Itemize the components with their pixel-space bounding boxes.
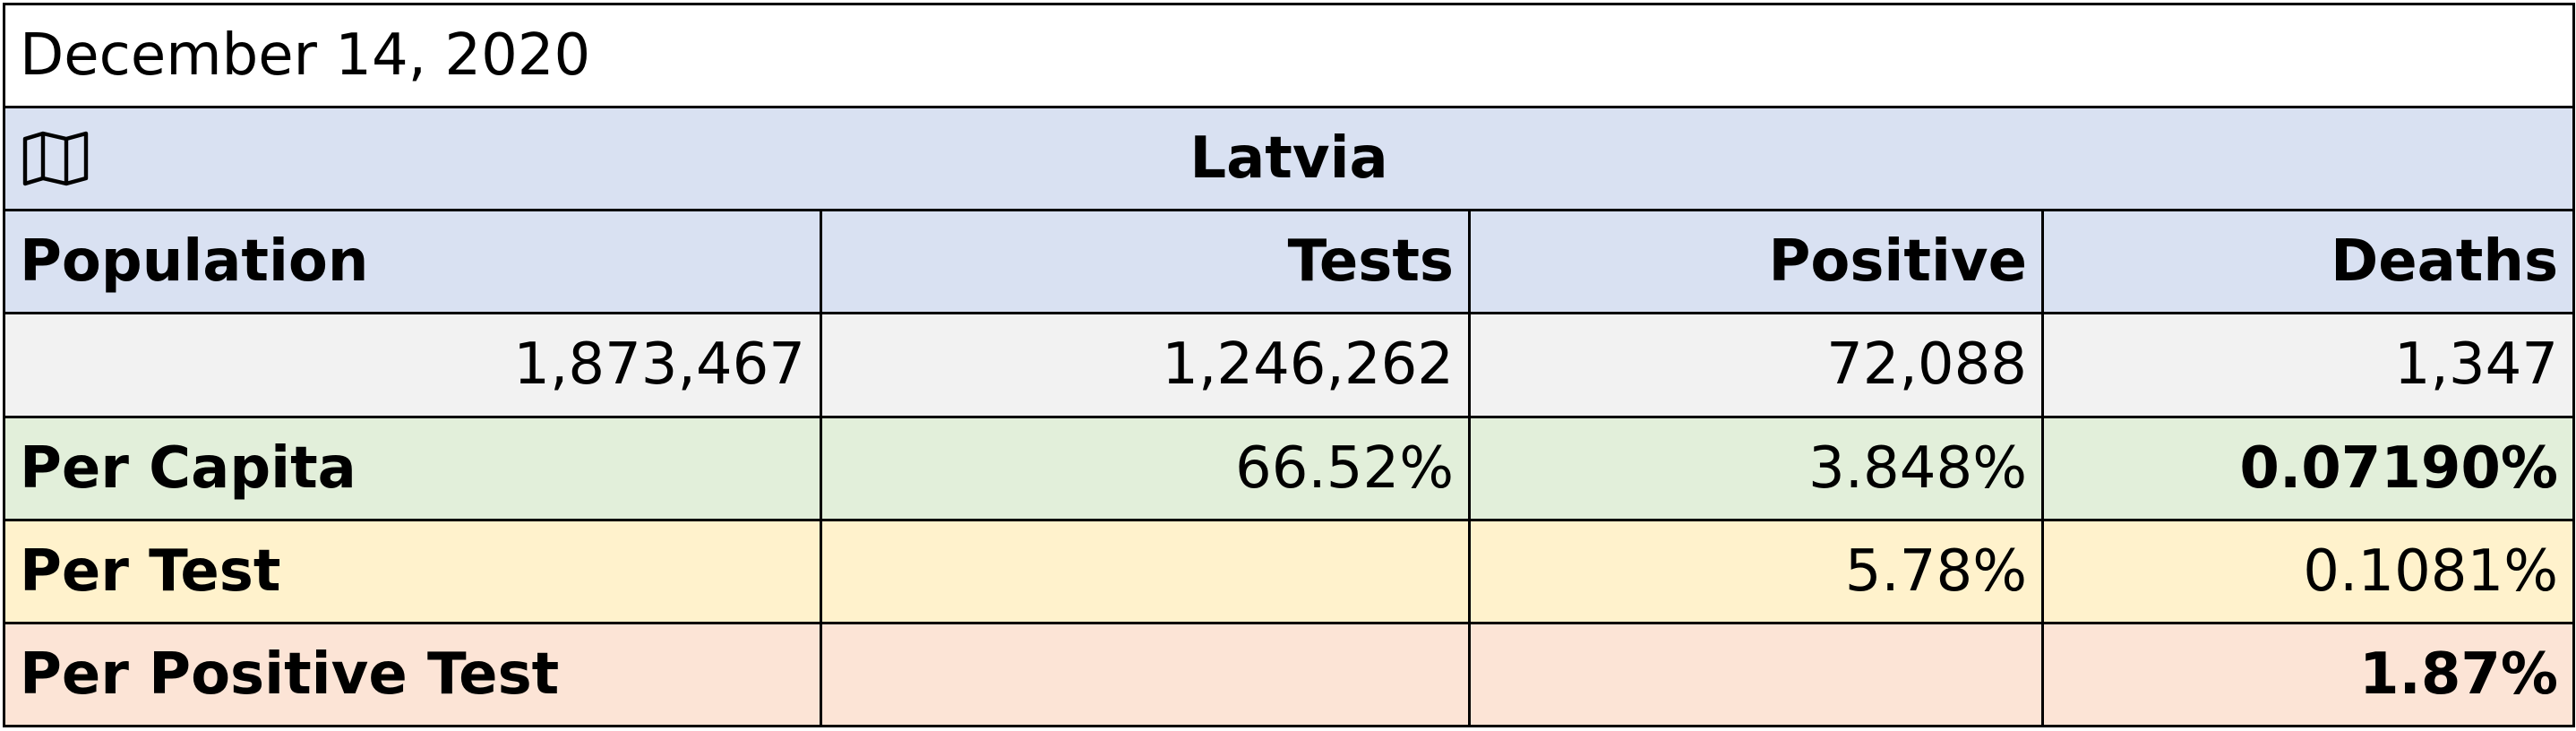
country-title-cell: Latvia	[2, 106, 2576, 212]
per-positive-test-tests-empty	[820, 621, 1471, 728]
header-row: Population Tests Positive Deaths	[3, 209, 2576, 315]
per-capita-positive: 3.848%	[1468, 415, 2044, 521]
per-test-label: Per Test	[3, 518, 822, 624]
per-positive-test-deaths: 1.87%	[2040, 621, 2576, 728]
value-positive: 72,088	[1468, 312, 2044, 418]
date-row: December 14, 2020	[2, 2, 2576, 109]
per-test-tests-empty	[820, 518, 1471, 624]
value-tests: 1,246,262	[820, 312, 1471, 418]
value-population: 1,873,467	[3, 312, 822, 418]
map-icon[interactable]	[21, 130, 90, 187]
date-cell: December 14, 2020	[2, 2, 2576, 109]
title-row: Latvia	[2, 106, 2576, 212]
per-capita-tests: 66.52%	[820, 415, 1471, 521]
per-test-deaths: 0.1081%	[2040, 518, 2576, 624]
per-capita-deaths: 0.07190%	[2040, 415, 2576, 521]
per-positive-test-positive-empty	[1468, 621, 2044, 728]
header-deaths: Deaths	[2040, 209, 2576, 315]
per-capita-label: Per Capita	[3, 415, 822, 521]
per-test-row: Per Test 5.78% 0.1081%	[3, 518, 2576, 624]
value-deaths: 1,347	[2040, 312, 2576, 418]
per-positive-test-row: Per Positive Test 1.87%	[3, 621, 2576, 728]
per-test-positive: 5.78%	[1468, 518, 2044, 624]
header-population: Population	[3, 209, 822, 315]
header-tests: Tests	[820, 209, 1471, 315]
header-positive: Positive	[1468, 209, 2044, 315]
per-positive-test-label: Per Positive Test	[3, 621, 822, 728]
values-row: 1,873,467 1,246,262 72,088 1,347	[3, 312, 2576, 418]
country-name: Latvia	[1189, 125, 1388, 193]
per-capita-row: Per Capita 66.52% 3.848% 0.07190%	[3, 415, 2576, 521]
